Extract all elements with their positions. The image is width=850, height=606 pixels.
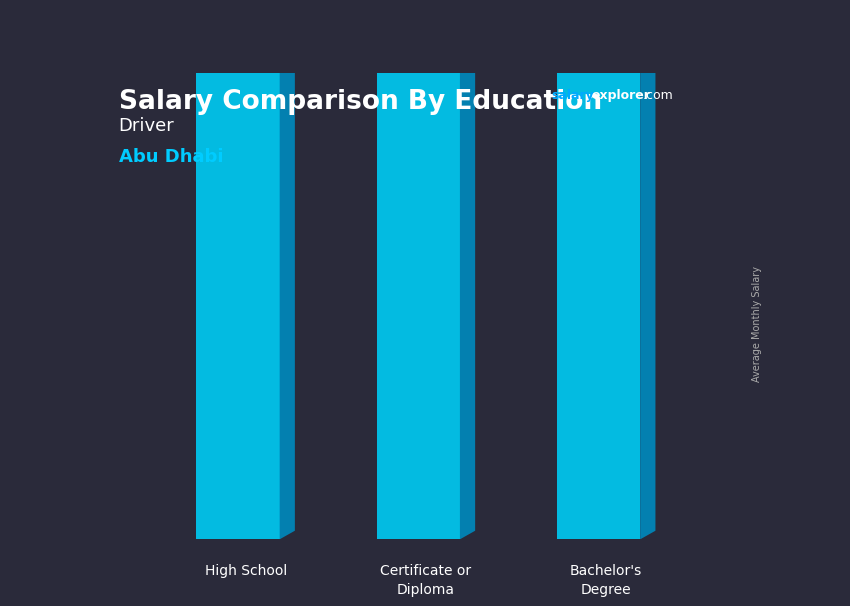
- Polygon shape: [196, 0, 280, 539]
- Polygon shape: [460, 0, 475, 539]
- Polygon shape: [377, 0, 460, 539]
- Text: Average Monthly Salary: Average Monthly Salary: [751, 266, 762, 382]
- Text: salary: salary: [552, 88, 594, 102]
- Text: Bachelor's
Degree: Bachelor's Degree: [570, 564, 643, 597]
- Polygon shape: [640, 0, 655, 539]
- Text: explorer: explorer: [592, 88, 650, 102]
- Text: Certificate or
Diploma: Certificate or Diploma: [380, 564, 472, 597]
- Text: Abu Dhabi: Abu Dhabi: [119, 148, 224, 166]
- Polygon shape: [557, 0, 640, 539]
- Polygon shape: [280, 0, 295, 539]
- Text: .com: .com: [643, 88, 673, 102]
- Text: Salary Comparison By Education: Salary Comparison By Education: [119, 88, 602, 115]
- Text: High School: High School: [205, 564, 286, 579]
- Text: Driver: Driver: [119, 117, 174, 135]
